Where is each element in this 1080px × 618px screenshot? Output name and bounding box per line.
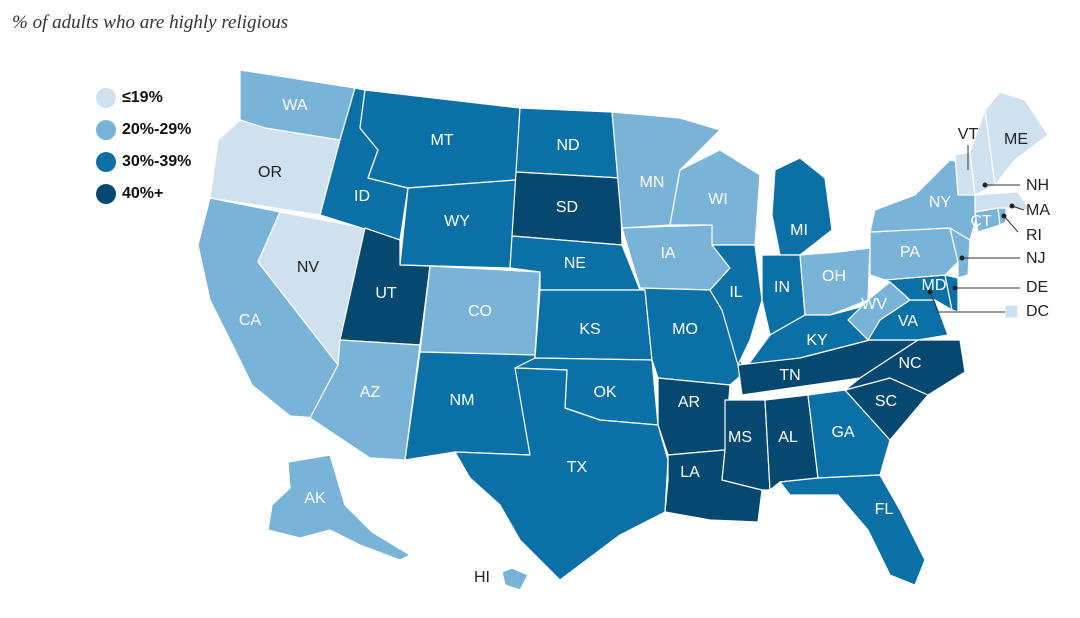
legend-swatch-1 (96, 88, 116, 108)
legend-label-4: 40%+ (122, 185, 164, 202)
state-MI[interactable] (771, 157, 833, 256)
state-AZ[interactable] (309, 339, 421, 461)
state-label-CA: CA (239, 312, 262, 329)
state-AK[interactable] (267, 454, 411, 561)
state-label-ND: ND (556, 137, 579, 154)
callout-dot-de (952, 285, 958, 291)
state-label-WY: WY (444, 213, 470, 230)
callout-line-ri (1003, 215, 1019, 233)
state-label-MD: MD (922, 277, 947, 294)
state-label-OK: OK (593, 384, 616, 401)
state-label-KS: KS (579, 321, 600, 338)
legend-item-1: ≤19% (96, 82, 191, 114)
callout-dot-dc (927, 289, 933, 295)
state-label-NH: NH (1026, 177, 1049, 194)
legend: ≤19% 20%-29% 30%-39% 40%+ (96, 82, 191, 210)
state-label-NC: NC (898, 355, 921, 372)
state-label-TX: TX (567, 459, 588, 476)
state-label-KY: KY (806, 332, 828, 349)
state-label-FL: FL (875, 501, 894, 518)
state-TX[interactable] (454, 367, 669, 581)
callout-dot-nh (982, 182, 988, 188)
callout-dot-ma (1009, 203, 1015, 209)
state-label-AZ: AZ (360, 384, 381, 401)
state-label-DE: DE (1026, 279, 1048, 296)
state-label-NY: NY (929, 194, 952, 211)
state-label-IL: IL (729, 284, 742, 301)
state-AR[interactable] (657, 377, 731, 456)
state-label-MI: MI (790, 222, 808, 239)
state-label-DC: DC (1026, 303, 1049, 320)
state-label-MT: MT (430, 132, 453, 149)
state-label-VT: VT (958, 126, 979, 143)
state-label-AR: AR (678, 394, 700, 411)
callout-dot-nj (959, 255, 965, 261)
state-label-WV: WV (861, 296, 887, 313)
state-label-RI: RI (1026, 227, 1042, 244)
state-FL[interactable] (779, 474, 926, 586)
state-DC[interactable] (1004, 304, 1019, 319)
legend-item-3: 30%-39% (96, 146, 191, 178)
state-label-SD: SD (556, 199, 578, 216)
state-label-VA: VA (898, 313, 918, 330)
legend-label-2: 20%-29% (122, 121, 192, 138)
legend-item-4: 40%+ (96, 178, 191, 210)
state-label-OR: OR (258, 164, 282, 181)
state-label-CT: CT (970, 213, 992, 230)
state-label-CO: CO (468, 303, 492, 320)
state-label-UT: UT (375, 285, 397, 302)
state-GA[interactable] (807, 389, 891, 479)
state-label-NE: NE (564, 255, 586, 272)
state-NC[interactable] (844, 339, 966, 396)
state-HI[interactable] (501, 567, 529, 591)
state-label-WA: WA (282, 97, 308, 114)
state-label-SC: SC (875, 393, 897, 410)
legend-label-3: 30%-39% (122, 153, 192, 170)
state-label-NJ: NJ (1026, 250, 1046, 267)
legend-swatch-3 (96, 152, 116, 172)
legend-swatch-2 (96, 120, 116, 140)
state-label-AL: AL (778, 429, 798, 446)
state-label-TN: TN (779, 367, 800, 384)
state-label-MO: MO (672, 321, 698, 338)
state-label-IA: IA (660, 245, 675, 262)
state-label-MN: MN (640, 174, 665, 191)
legend-item-2: 20%-29% (96, 114, 191, 146)
state-label-LA: LA (680, 464, 700, 481)
callout-line-dc (929, 291, 1005, 313)
state-label-GA: GA (831, 424, 854, 441)
state-label-NV: NV (297, 259, 320, 276)
map-title: % of adults who are highly religious (12, 12, 289, 33)
state-label-MA: MA (1026, 202, 1050, 219)
callout-dot-ri (1001, 213, 1007, 219)
state-label-ID: ID (354, 188, 370, 205)
legend-label-1: ≤19% (122, 89, 163, 106)
legend-swatch-4 (96, 184, 116, 204)
state-label-WI: WI (708, 191, 728, 208)
state-label-NM: NM (450, 392, 475, 409)
state-label-OH: OH (822, 268, 846, 285)
state-label-MS: MS (728, 429, 752, 446)
state-label-PA: PA (900, 244, 920, 261)
state-label-HI: HI (474, 569, 490, 586)
state-label-AK: AK (304, 490, 326, 507)
state-label-IN: IN (774, 279, 790, 296)
state-label-ME: ME (1004, 131, 1028, 148)
